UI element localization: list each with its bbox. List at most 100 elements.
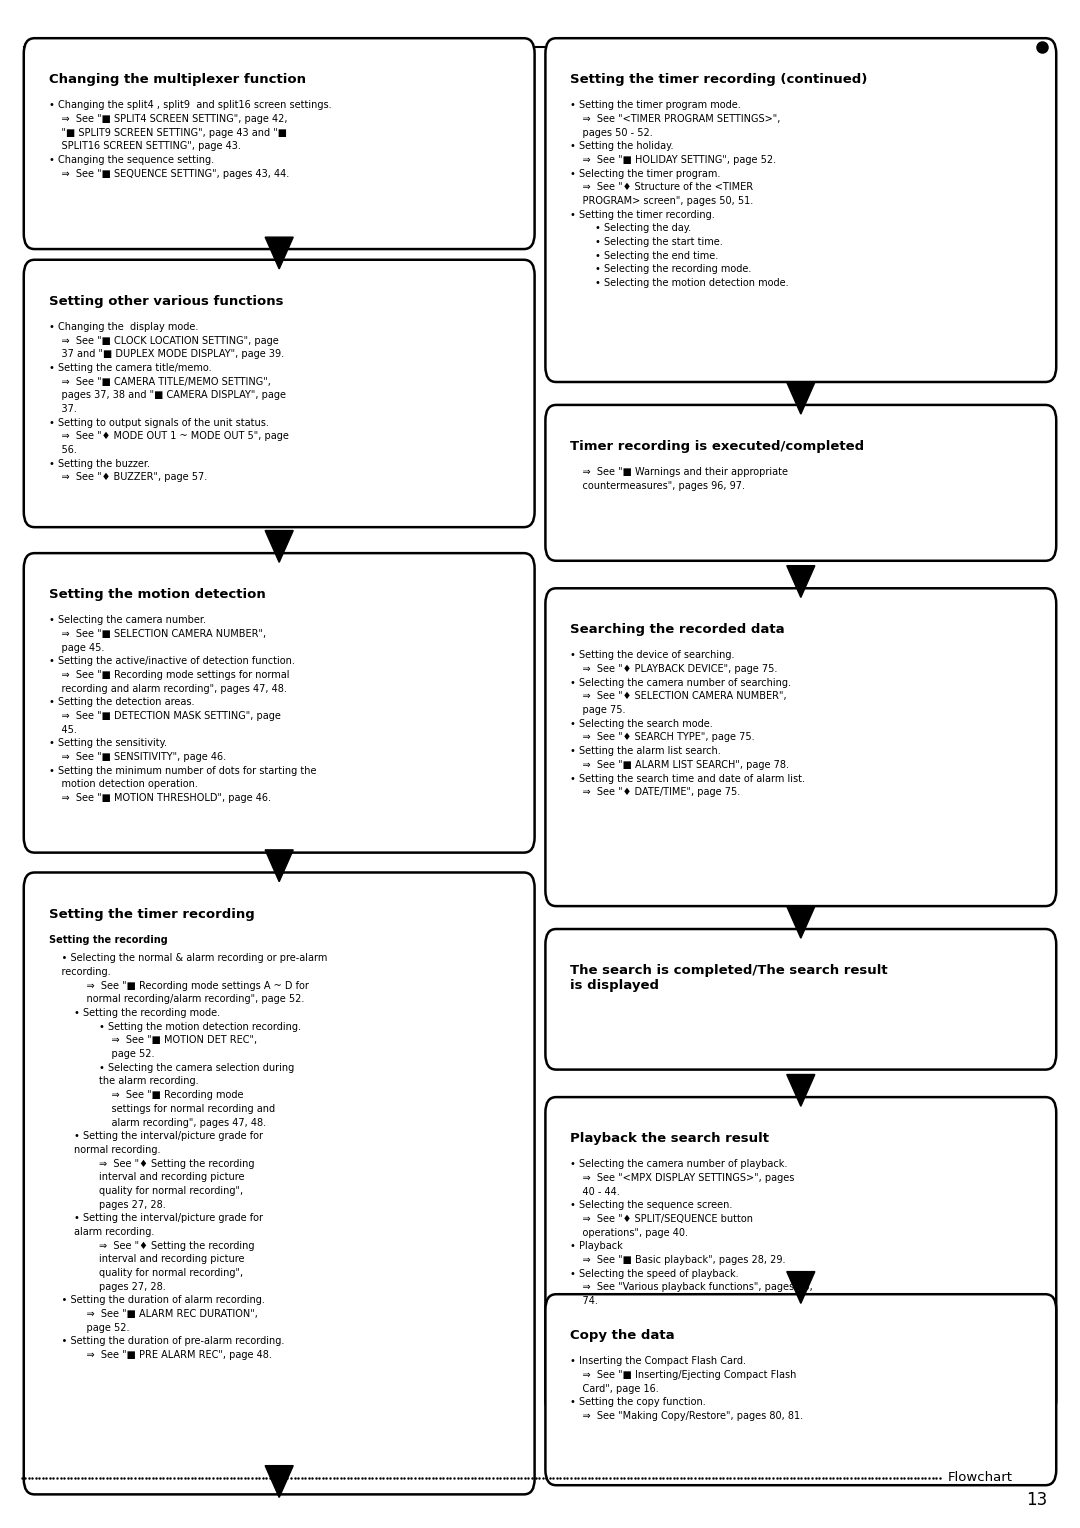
Text: quality for normal recording",: quality for normal recording",: [49, 1268, 243, 1277]
Text: • Inserting the Compact Flash Card.: • Inserting the Compact Flash Card.: [570, 1357, 746, 1366]
Text: page 52.: page 52.: [49, 1050, 154, 1059]
Text: • Setting the camera title/memo.: • Setting the camera title/memo.: [49, 364, 212, 373]
Text: • Selecting the camera number of searching.: • Selecting the camera number of searchi…: [570, 678, 792, 688]
Text: • Changing the sequence setting.: • Changing the sequence setting.: [49, 154, 214, 165]
Text: • Setting the minimum number of dots for starting the: • Setting the minimum number of dots for…: [49, 766, 316, 776]
FancyBboxPatch shape: [545, 405, 1056, 561]
Text: • Setting the search time and date of alarm list.: • Setting the search time and date of al…: [570, 773, 806, 784]
Text: ⇒  See "Various playback functions", pages 73,: ⇒ See "Various playback functions", page…: [570, 1282, 813, 1293]
Text: Copy the data: Copy the data: [570, 1329, 675, 1343]
Text: ⇒  See "■ HOLIDAY SETTING", page 52.: ⇒ See "■ HOLIDAY SETTING", page 52.: [570, 154, 777, 165]
Text: ⇒  See "♦ Setting the recording: ⇒ See "♦ Setting the recording: [49, 1241, 254, 1250]
Text: • Selecting the timer program.: • Selecting the timer program.: [570, 168, 720, 179]
Text: interval and recording picture: interval and recording picture: [49, 1254, 244, 1264]
Text: alarm recording", pages 47, 48.: alarm recording", pages 47, 48.: [49, 1117, 266, 1128]
Text: ⇒  See "■ SELECTION CAMERA NUMBER",: ⇒ See "■ SELECTION CAMERA NUMBER",: [49, 630, 266, 639]
Text: ⇒  See "■ Recording mode settings A ~ D for: ⇒ See "■ Recording mode settings A ~ D f…: [49, 981, 309, 990]
Text: Setting the motion detection: Setting the motion detection: [49, 588, 266, 602]
Text: • Playback: • Playback: [570, 1241, 623, 1251]
Text: settings for normal recording and: settings for normal recording and: [49, 1103, 274, 1114]
Text: alarm recording.: alarm recording.: [49, 1227, 154, 1238]
Text: • Setting the buzzer.: • Setting the buzzer.: [49, 458, 150, 469]
Polygon shape: [787, 382, 815, 414]
Text: • Setting the copy function.: • Setting the copy function.: [570, 1398, 706, 1407]
Text: Card", page 16.: Card", page 16.: [570, 1384, 659, 1394]
Text: • Selecting the start time.: • Selecting the start time.: [570, 237, 723, 248]
Text: pages 50 - 52.: pages 50 - 52.: [570, 128, 653, 138]
Text: ⇒  See "♦ MODE OUT 1 ~ MODE OUT 5", page: ⇒ See "♦ MODE OUT 1 ~ MODE OUT 5", page: [49, 431, 288, 442]
Text: ⇒  See "♦ SPLIT/SEQUENCE button: ⇒ See "♦ SPLIT/SEQUENCE button: [570, 1213, 753, 1224]
Text: normal recording/alarm recording", page 52.: normal recording/alarm recording", page …: [49, 995, 303, 1004]
Polygon shape: [787, 1271, 815, 1303]
FancyBboxPatch shape: [24, 872, 535, 1494]
Text: • Selecting the recording mode.: • Selecting the recording mode.: [570, 264, 752, 275]
Text: • Selecting the speed of playback.: • Selecting the speed of playback.: [570, 1268, 739, 1279]
FancyBboxPatch shape: [24, 260, 535, 527]
Text: motion detection operation.: motion detection operation.: [49, 779, 198, 790]
Text: 13: 13: [1026, 1491, 1048, 1510]
FancyBboxPatch shape: [545, 588, 1056, 906]
Text: ⇒  See "■ MOTION DET REC",: ⇒ See "■ MOTION DET REC",: [49, 1036, 257, 1045]
Text: Playback the search result: Playback the search result: [570, 1132, 769, 1146]
Text: ⇒  See "♦ DATE/TIME", page 75.: ⇒ See "♦ DATE/TIME", page 75.: [570, 787, 741, 798]
Text: • Setting the device of searching.: • Setting the device of searching.: [570, 651, 734, 660]
Polygon shape: [266, 1465, 294, 1497]
Text: ⇒  See "■ SPLIT4 SCREEN SETTING", page 42,: ⇒ See "■ SPLIT4 SCREEN SETTING", page 42…: [49, 115, 287, 124]
Text: ⇒  See "Making Copy/Restore", pages 80, 81.: ⇒ See "Making Copy/Restore", pages 80, 8…: [570, 1410, 804, 1421]
Text: ⇒  See "■ MOTION THRESHOLD", page 46.: ⇒ See "■ MOTION THRESHOLD", page 46.: [49, 793, 271, 804]
Text: • Setting to output signals of the unit status.: • Setting to output signals of the unit …: [49, 417, 269, 428]
Text: • Setting the timer program mode.: • Setting the timer program mode.: [570, 101, 741, 110]
Text: 37.: 37.: [49, 403, 77, 414]
Text: ⇒  See "<MPX DISPLAY SETTINGS>", pages: ⇒ See "<MPX DISPLAY SETTINGS>", pages: [570, 1174, 795, 1183]
Text: interval and recording picture: interval and recording picture: [49, 1172, 244, 1183]
Text: Setting other various functions: Setting other various functions: [49, 295, 283, 309]
FancyBboxPatch shape: [24, 38, 535, 249]
Text: ⇒  See "■ ALARM LIST SEARCH", page 78.: ⇒ See "■ ALARM LIST SEARCH", page 78.: [570, 759, 789, 770]
Text: • Changing the  display mode.: • Changing the display mode.: [49, 322, 198, 332]
Text: • Setting the detection areas.: • Setting the detection areas.: [49, 697, 194, 707]
Text: • Setting the duration of pre-alarm recording.: • Setting the duration of pre-alarm reco…: [49, 1337, 284, 1346]
Text: ⇒  See "■ Warnings and their appropriate: ⇒ See "■ Warnings and their appropriate: [570, 468, 788, 477]
FancyBboxPatch shape: [545, 1097, 1056, 1415]
Text: 74.: 74.: [570, 1296, 598, 1306]
Text: ⇒  See "♦ PLAYBACK DEVICE", page 75.: ⇒ See "♦ PLAYBACK DEVICE", page 75.: [570, 665, 778, 674]
Text: ⇒  See "♦ SELECTION CAMERA NUMBER",: ⇒ See "♦ SELECTION CAMERA NUMBER",: [570, 692, 787, 701]
Text: ⇒  See "♦ Structure of the <TIMER: ⇒ See "♦ Structure of the <TIMER: [570, 182, 754, 193]
Text: pages 27, 28.: pages 27, 28.: [49, 1282, 165, 1291]
Text: 37 and "■ DUPLEX MODE DISPLAY", page 39.: 37 and "■ DUPLEX MODE DISPLAY", page 39.: [49, 350, 284, 359]
Text: • Setting the timer recording.: • Setting the timer recording.: [570, 209, 715, 220]
Text: Timer recording is executed/completed: Timer recording is executed/completed: [570, 440, 864, 454]
Text: • Selecting the end time.: • Selecting the end time.: [570, 251, 718, 261]
Text: ⇒  See "♦ Setting the recording: ⇒ See "♦ Setting the recording: [49, 1158, 254, 1169]
Text: page 75.: page 75.: [570, 704, 625, 715]
Text: Setting the timer recording (continued): Setting the timer recording (continued): [570, 73, 867, 87]
Text: ⇒  See "■ Inserting/Ejecting Compact Flash: ⇒ See "■ Inserting/Ejecting Compact Flas…: [570, 1371, 797, 1380]
Text: ⇒  See "<TIMER PROGRAM SETTINGS>",: ⇒ See "<TIMER PROGRAM SETTINGS>",: [570, 115, 781, 124]
Text: 40 - 44.: 40 - 44.: [570, 1187, 620, 1196]
Text: • Setting the sensitivity.: • Setting the sensitivity.: [49, 738, 166, 749]
Text: • Selecting the day.: • Selecting the day.: [570, 223, 691, 234]
Text: • Setting the recording mode.: • Setting the recording mode.: [49, 1008, 219, 1018]
Text: • Selecting the sequence screen.: • Selecting the sequence screen.: [570, 1201, 732, 1210]
Text: Changing the multiplexer function: Changing the multiplexer function: [49, 73, 306, 87]
Text: • Selecting the camera selection during: • Selecting the camera selection during: [49, 1063, 294, 1073]
Text: • Setting the interval/picture grade for: • Setting the interval/picture grade for: [49, 1131, 262, 1141]
Text: Setting the timer recording: Setting the timer recording: [49, 908, 255, 921]
Text: recording.: recording.: [49, 967, 110, 976]
Text: • Setting the active/inactive of detection function.: • Setting the active/inactive of detecti…: [49, 657, 295, 666]
Text: The search is completed/The search result
is displayed: The search is completed/The search resul…: [570, 964, 888, 992]
Text: normal recording.: normal recording.: [49, 1144, 160, 1155]
Text: quality for normal recording",: quality for normal recording",: [49, 1186, 243, 1196]
Text: page 52.: page 52.: [49, 1323, 130, 1332]
Text: the alarm recording.: the alarm recording.: [49, 1077, 199, 1086]
Text: • Setting the alarm list search.: • Setting the alarm list search.: [570, 746, 721, 756]
Text: • Selecting the search mode.: • Selecting the search mode.: [570, 718, 713, 729]
Text: • Changing the split4 , split9  and split16 screen settings.: • Changing the split4 , split9 and split…: [49, 101, 332, 110]
Polygon shape: [266, 530, 294, 562]
Text: Setting the recording: Setting the recording: [49, 935, 167, 944]
Text: ⇒  See "■ Recording mode settings for normal: ⇒ See "■ Recording mode settings for nor…: [49, 669, 289, 680]
Text: recording and alarm recording", pages 47, 48.: recording and alarm recording", pages 47…: [49, 683, 286, 694]
Text: countermeasures", pages 96, 97.: countermeasures", pages 96, 97.: [570, 481, 745, 490]
Text: • Selecting the camera number.: • Selecting the camera number.: [49, 616, 205, 625]
FancyBboxPatch shape: [545, 38, 1056, 382]
